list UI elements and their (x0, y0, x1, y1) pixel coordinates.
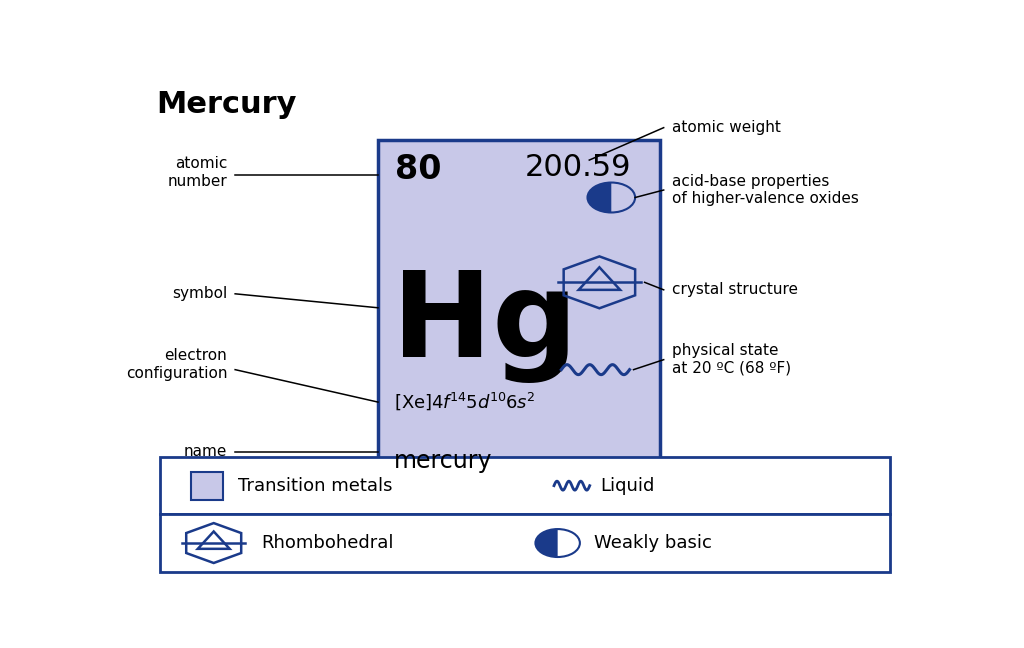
Text: name: name (184, 445, 227, 459)
Text: atomic weight: atomic weight (672, 120, 780, 135)
Text: atomic
number: atomic number (168, 156, 227, 189)
Text: Transition metals: Transition metals (238, 477, 392, 494)
FancyBboxPatch shape (378, 140, 659, 489)
Text: acid-base properties
of higher-valence oxides: acid-base properties of higher-valence o… (672, 174, 858, 206)
Text: Weakly basic: Weakly basic (594, 534, 712, 552)
Text: 80: 80 (395, 153, 442, 185)
Text: physical state
at 20 ºC (68 ºF): physical state at 20 ºC (68 ºF) (672, 343, 791, 376)
Wedge shape (588, 183, 611, 213)
Text: Mercury: Mercury (156, 90, 296, 119)
Text: symbol: symbol (172, 286, 227, 301)
Text: electron
configuration: electron configuration (126, 349, 227, 381)
Text: crystal structure: crystal structure (672, 283, 798, 297)
FancyBboxPatch shape (191, 472, 223, 500)
FancyBboxPatch shape (160, 457, 890, 515)
Wedge shape (536, 529, 558, 557)
Text: Liquid: Liquid (600, 477, 654, 494)
Text: $\mathrm{[Xe]4}f\mathrm{^{14}5}d\mathrm{^{10}6}s\mathrm{^{2}}$: $\mathrm{[Xe]4}f\mathrm{^{14}5}d\mathrm{… (394, 391, 536, 412)
Text: Rhombohedral: Rhombohedral (261, 534, 394, 552)
Text: 200.59: 200.59 (524, 153, 631, 181)
Text: mercury: mercury (394, 450, 493, 474)
FancyBboxPatch shape (160, 515, 890, 572)
Text: Hg: Hg (392, 267, 578, 383)
